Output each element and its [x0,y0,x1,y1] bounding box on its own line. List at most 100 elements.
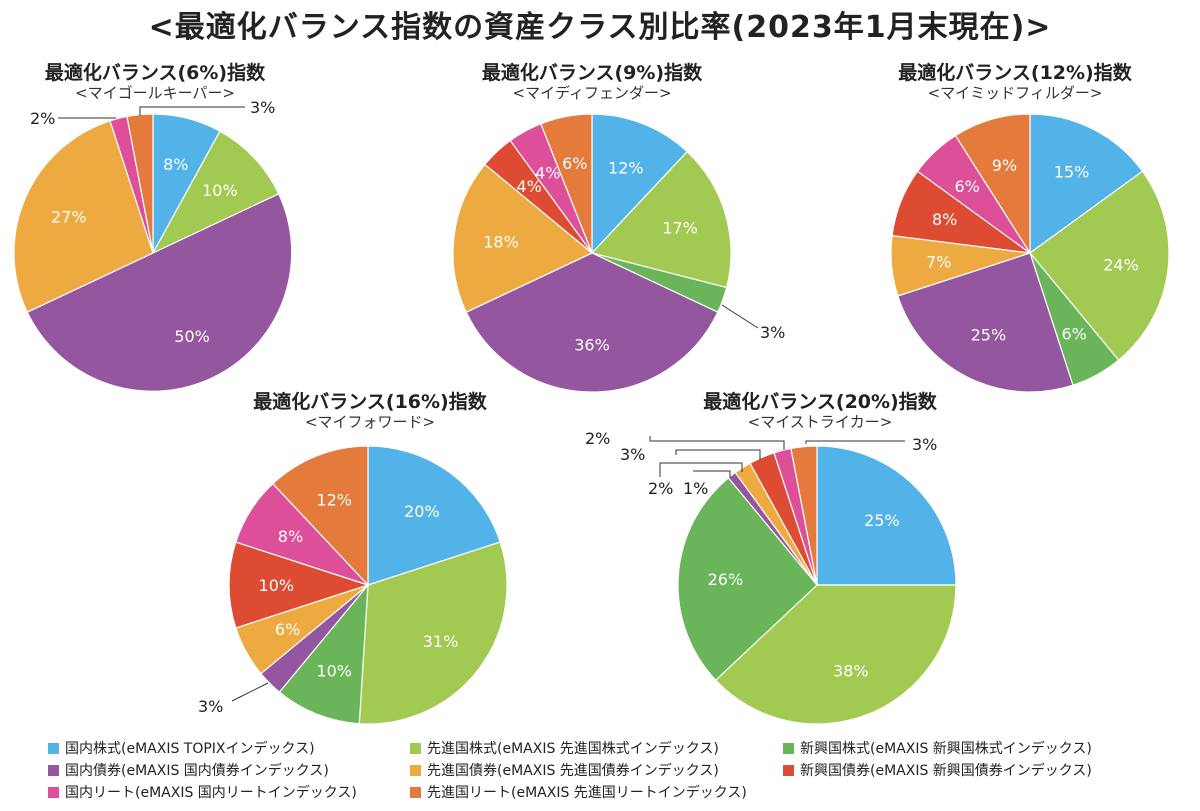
data-label: 8% [278,527,303,546]
legend-label: 国内株式(eMAXIS TOPIXインデックス) [65,741,315,757]
pie-20: 25%38%26%1%2%3%2% 3% [585,429,957,725]
chart-title-16: 最適化バランス(16%)指数 [253,391,487,413]
pie-slice-developed-bond [452,163,594,313]
data-label: 8% [163,155,188,174]
chart-subtitle-6: <マイゴールキーパー> [75,84,235,102]
pie-slice-developed-stock [714,584,957,725]
legend-item-developed-bond: 先進国債券(eMAXIS 先進国債券インデックス) [410,760,719,780]
data-label: 3% [250,98,275,117]
data-label: 10% [259,576,295,595]
pie-slice-developed-stock [151,130,280,255]
chart-subtitle-20: <マイストライカー> [747,413,893,431]
data-label: 4% [535,164,560,183]
data-label: 2% [30,109,55,128]
legend-item-emerging-stock: 新興国株式(eMAXIS 新興国株式インデックス) [783,738,1092,758]
legend-item-domestic-stock: 国内株式(eMAXIS TOPIXインデックス) [48,738,315,758]
data-label: 6% [275,620,300,639]
pie-slice-domestic-stock [1029,113,1144,255]
chart-title-12: 最適化バランス(12%)指数 [898,62,1132,84]
legend-swatch [410,764,421,776]
legend-label: 新興国債券(eMAXIS 新興国債券インデックス) [800,763,1092,779]
legend-item-domestic-bond: 国内債券(eMAXIS 国内債券インデックス) [48,760,329,780]
legend-item-developed-reit: 先進国リート(eMAXIS 先進国リートインデックス) [410,782,747,802]
pie-slice-domestic-bond [465,252,719,393]
data-label: 25% [864,511,900,530]
data-label: 17% [662,218,698,237]
callout-line [721,304,759,329]
data-label: 12% [608,159,644,178]
legend-label: 国内債券(eMAXIS 国内債券インデックス) [65,763,329,779]
pie-slice-developed-stock [1029,170,1170,361]
legend-label: 先進国債券(eMAXIS 先進国債券インデックス) [427,763,719,779]
legend-swatch [48,742,59,754]
data-label: 3% [760,323,785,342]
callout-line [139,106,245,116]
data-label: 31% [423,632,459,651]
legend-swatch [783,742,794,754]
data-label: 10% [202,181,238,200]
data-label: 7% [926,253,951,272]
data-label: 9% [992,156,1017,175]
legend-item-emerging-bond: 新興国債券(eMAXIS 新興国債券インデックス) [783,760,1092,780]
pie-slice-developed-reit [272,445,369,587]
pie-slice-developed-stock [358,541,508,725]
data-label: 1% [683,479,708,498]
callout-line [805,440,905,444]
pie-6: 8% 10% 50% 27% 2% 3% [13,98,293,392]
data-label: 12% [316,491,352,510]
data-label: 6% [1062,324,1087,343]
page-title: <最適化バランス指数の資産クラス別比率(2023年1月末現在)> [148,10,1052,45]
pie-slice-domestic-bond [897,252,1074,393]
pie-16: 20% 31% 10% 3% 6% 10% 8% 12% [198,445,508,725]
data-label: 6% [562,154,587,173]
legend-label: 先進国リート(eMAXIS 先進国リートインデックス) [427,785,747,801]
legend-swatch [783,764,794,776]
callout-line [231,682,269,702]
pie-slice-domestic-bond [26,193,293,392]
pie-slice-domestic-stock [367,445,501,586]
pie-12: 15% 24% 6% 25% 7% 8% 6% 9% [890,113,1170,393]
legend-item-domestic-reit: 国内リート(eMAXIS 国内リートインデックス) [48,782,357,802]
pie-slice-domestic-stock [816,445,957,586]
data-label: 4% [517,177,542,196]
chart-subtitle-12: <マイミッドフィルダー> [927,84,1103,102]
data-label: 38% [833,661,869,680]
callout-line [675,449,761,460]
data-label: 25% [971,326,1007,345]
legend-swatch [48,786,59,798]
data-label: 2% [585,429,610,448]
pie-slice-developed-reit [954,113,1031,256]
pie-slice-developed-stock [590,150,732,289]
data-label: 27% [51,208,87,227]
data-label: 36% [574,336,610,355]
chart-title-6: 最適化バランス(6%)指数 [44,62,266,84]
data-label: 8% [932,210,957,229]
data-label: 18% [483,233,519,252]
legend-swatch [48,764,59,776]
callout-line [693,470,731,478]
pie-9: 12%17%3%36%18%4%4%6% [452,113,785,393]
pie-slice-emerging-stock [278,583,369,725]
data-label: 50% [174,327,210,346]
pie-slice-emerging-stock [677,477,818,681]
chart-title-20: 最適化バランス(20%)指数 [703,391,937,413]
legend-swatch [410,786,421,798]
data-label: 24% [1103,256,1139,275]
legend-label: 新興国株式(eMAXIS 新興国株式インデックス) [800,741,1092,757]
data-label: 3% [620,445,645,464]
legend-label: 先進国株式(eMAXIS 先進国株式インデックス) [427,741,719,757]
data-label: 6% [955,177,980,196]
legend-label: 国内リート(eMAXIS 国内リートインデックス) [65,785,357,801]
data-label: 3% [198,697,223,716]
callout-line [659,462,743,477]
data-label: 15% [1054,162,1090,181]
pie-slice-developed-reit [540,113,593,254]
callout-line [649,436,785,450]
data-label: 10% [316,661,352,680]
data-label: 20% [404,502,440,521]
chart-subtitle-16: <マイフォワード> [304,413,436,431]
legend-swatch [410,742,421,754]
pie-slice-developed-reit [790,445,818,586]
data-label: 26% [708,570,744,589]
